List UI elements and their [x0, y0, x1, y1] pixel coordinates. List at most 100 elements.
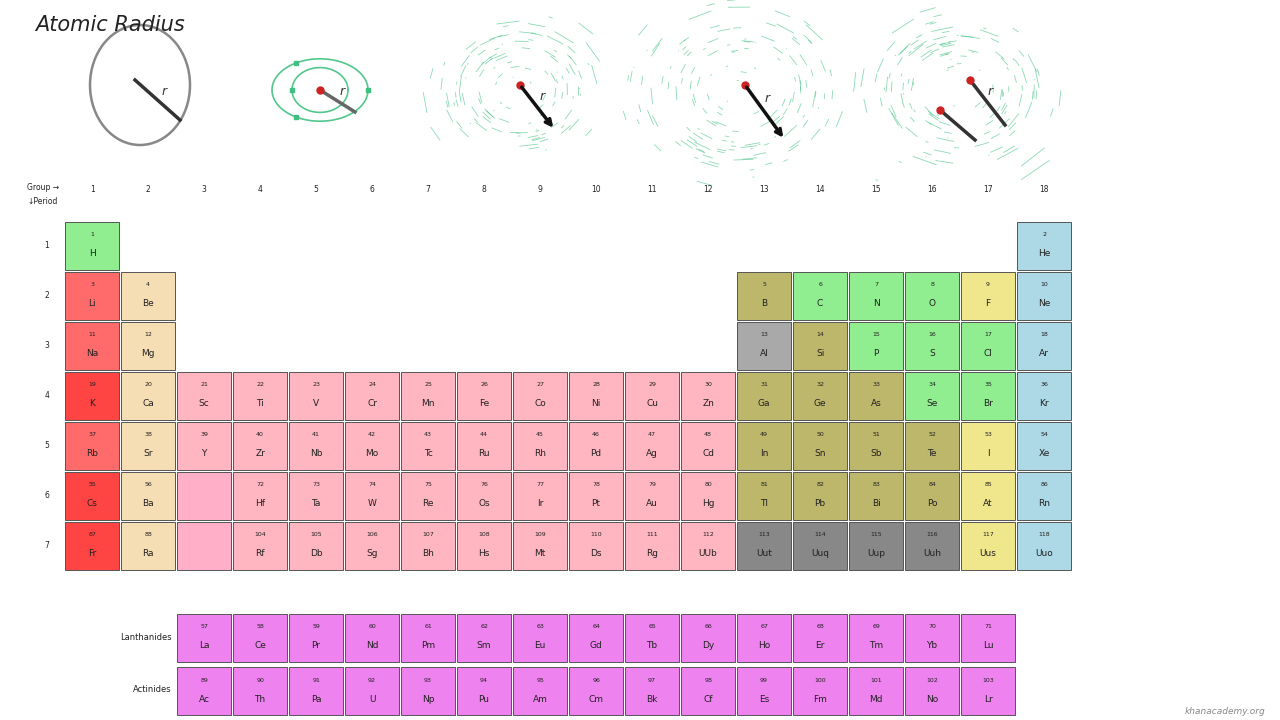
- Text: 53: 53: [984, 433, 992, 438]
- Text: 55: 55: [88, 482, 96, 487]
- Text: 70: 70: [928, 624, 936, 629]
- FancyBboxPatch shape: [681, 422, 735, 470]
- Text: 22: 22: [256, 382, 264, 387]
- Text: Ni: Ni: [591, 400, 600, 408]
- Text: 19: 19: [88, 382, 96, 387]
- Text: Rf: Rf: [255, 549, 265, 559]
- Text: Tm: Tm: [869, 642, 883, 650]
- Text: 7: 7: [426, 186, 430, 194]
- Text: Lanthanides: Lanthanides: [120, 632, 172, 642]
- Text: 1: 1: [45, 240, 50, 250]
- FancyBboxPatch shape: [65, 222, 119, 270]
- Text: 9: 9: [538, 186, 543, 194]
- Text: 8: 8: [481, 186, 486, 194]
- Text: 10: 10: [591, 186, 600, 194]
- Text: Ra: Ra: [142, 549, 154, 559]
- Text: 100: 100: [814, 678, 826, 683]
- Text: Po: Po: [927, 500, 937, 508]
- Text: B: B: [762, 300, 767, 308]
- Text: Ac: Ac: [198, 695, 210, 703]
- Text: Ne: Ne: [1038, 300, 1051, 308]
- FancyBboxPatch shape: [401, 667, 456, 715]
- Text: 48: 48: [704, 433, 712, 438]
- Text: Br: Br: [983, 400, 993, 408]
- Text: 95: 95: [536, 678, 544, 683]
- Text: Lu: Lu: [983, 642, 993, 650]
- Text: 4: 4: [257, 186, 262, 194]
- Text: 60: 60: [369, 624, 376, 629]
- Text: Pa: Pa: [311, 695, 321, 703]
- Text: 86: 86: [1041, 482, 1048, 487]
- Text: Eu: Eu: [535, 642, 545, 650]
- FancyBboxPatch shape: [794, 271, 847, 320]
- FancyBboxPatch shape: [401, 372, 456, 420]
- Text: Rb: Rb: [86, 449, 99, 459]
- Text: Ds: Ds: [590, 549, 602, 559]
- FancyBboxPatch shape: [737, 271, 791, 320]
- Text: r: r: [340, 85, 346, 98]
- Text: Ta: Ta: [311, 500, 321, 508]
- FancyBboxPatch shape: [289, 472, 343, 520]
- Text: 16: 16: [927, 186, 937, 194]
- Text: Rh: Rh: [534, 449, 547, 459]
- Text: 18: 18: [1041, 333, 1048, 338]
- Text: P: P: [873, 349, 879, 359]
- FancyBboxPatch shape: [65, 372, 119, 420]
- Text: Os: Os: [479, 500, 490, 508]
- FancyBboxPatch shape: [122, 322, 175, 370]
- Text: 2: 2: [45, 290, 50, 300]
- FancyBboxPatch shape: [1018, 372, 1071, 420]
- FancyBboxPatch shape: [794, 422, 847, 470]
- Text: Uuh: Uuh: [923, 549, 941, 559]
- Text: Mg: Mg: [141, 349, 155, 359]
- Text: 30: 30: [704, 382, 712, 387]
- Text: Bk: Bk: [646, 695, 658, 703]
- FancyBboxPatch shape: [177, 613, 232, 662]
- Text: 13: 13: [760, 333, 768, 338]
- Text: I: I: [987, 449, 989, 459]
- Text: Ho: Ho: [758, 642, 771, 650]
- Text: 50: 50: [817, 433, 824, 438]
- Text: 11: 11: [648, 186, 657, 194]
- Text: 34: 34: [928, 382, 936, 387]
- Text: Ba: Ba: [142, 500, 154, 508]
- FancyBboxPatch shape: [233, 667, 287, 715]
- Text: 38: 38: [145, 433, 152, 438]
- FancyBboxPatch shape: [1018, 422, 1071, 470]
- FancyBboxPatch shape: [849, 667, 904, 715]
- Text: Bh: Bh: [422, 549, 434, 559]
- Text: 65: 65: [648, 624, 655, 629]
- FancyBboxPatch shape: [1018, 222, 1071, 270]
- Text: 47: 47: [648, 433, 657, 438]
- Text: Rg: Rg: [646, 549, 658, 559]
- FancyBboxPatch shape: [65, 472, 119, 520]
- FancyBboxPatch shape: [513, 522, 567, 570]
- Text: Al: Al: [760, 349, 768, 359]
- Text: 61: 61: [424, 624, 431, 629]
- Text: 52: 52: [928, 433, 936, 438]
- Text: Na: Na: [86, 349, 99, 359]
- FancyBboxPatch shape: [625, 522, 680, 570]
- Text: 15: 15: [872, 186, 881, 194]
- FancyBboxPatch shape: [625, 372, 680, 420]
- Text: r: r: [988, 85, 993, 98]
- Text: Nb: Nb: [310, 449, 323, 459]
- FancyBboxPatch shape: [457, 472, 511, 520]
- Text: Cf: Cf: [703, 695, 713, 703]
- Text: 25: 25: [424, 382, 433, 387]
- Text: 89: 89: [200, 678, 209, 683]
- FancyBboxPatch shape: [737, 472, 791, 520]
- Text: 41: 41: [312, 433, 320, 438]
- Text: 4: 4: [146, 282, 150, 287]
- FancyBboxPatch shape: [905, 522, 959, 570]
- Text: 82: 82: [817, 482, 824, 487]
- FancyBboxPatch shape: [65, 522, 119, 570]
- FancyBboxPatch shape: [1018, 522, 1071, 570]
- FancyBboxPatch shape: [849, 472, 904, 520]
- Text: 92: 92: [369, 678, 376, 683]
- Text: Co: Co: [534, 400, 547, 408]
- Text: 43: 43: [424, 433, 433, 438]
- FancyBboxPatch shape: [681, 472, 735, 520]
- Text: r: r: [163, 85, 168, 98]
- Text: 12: 12: [145, 333, 152, 338]
